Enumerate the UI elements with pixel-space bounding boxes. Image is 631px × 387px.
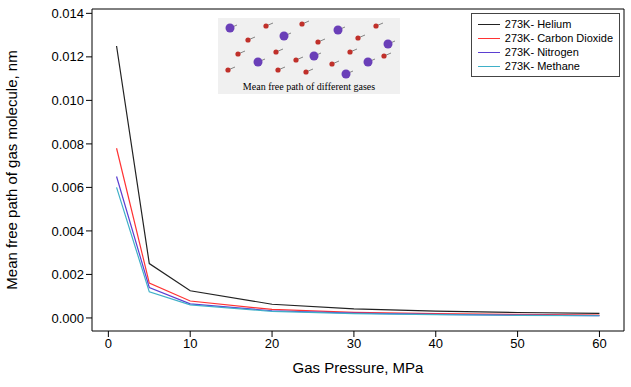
svg-text:0.010: 0.010 [51, 93, 84, 108]
svg-text:Gas Pressure, MPa: Gas Pressure, MPa [293, 359, 425, 376]
svg-text:50: 50 [510, 336, 524, 351]
svg-text:0.014: 0.014 [51, 6, 84, 21]
svg-text:0.008: 0.008 [51, 137, 84, 152]
svg-text:0.012: 0.012 [51, 49, 84, 64]
svg-text:30: 30 [347, 336, 361, 351]
html-text:273K- Carbon Dioxide: 273K- Carbon Dioxide [504, 32, 613, 44]
svg-text:0.000: 0.000 [51, 311, 84, 326]
html-text:273K- Methane: 273K- Methane [504, 60, 580, 72]
html-text:273K- Helium: 273K- Helium [504, 18, 572, 30]
svg-text:0: 0 [105, 336, 112, 351]
html-text:Mean free path of different ga: Mean free path of different gases [242, 81, 376, 92]
svg-text:0.002: 0.002 [51, 267, 84, 282]
svg-text:0.006: 0.006 [51, 180, 84, 195]
html-text:273K- Nitrogen: 273K- Nitrogen [504, 46, 579, 58]
svg-text:0.004: 0.004 [51, 224, 84, 239]
svg-text:60: 60 [592, 336, 606, 351]
svg-text:40: 40 [429, 336, 443, 351]
svg-text:10: 10 [183, 336, 197, 351]
svg-text:Mean free path of gas molecule: Mean free path of gas molecule, nm [3, 50, 20, 289]
svg-text:20: 20 [265, 336, 279, 351]
